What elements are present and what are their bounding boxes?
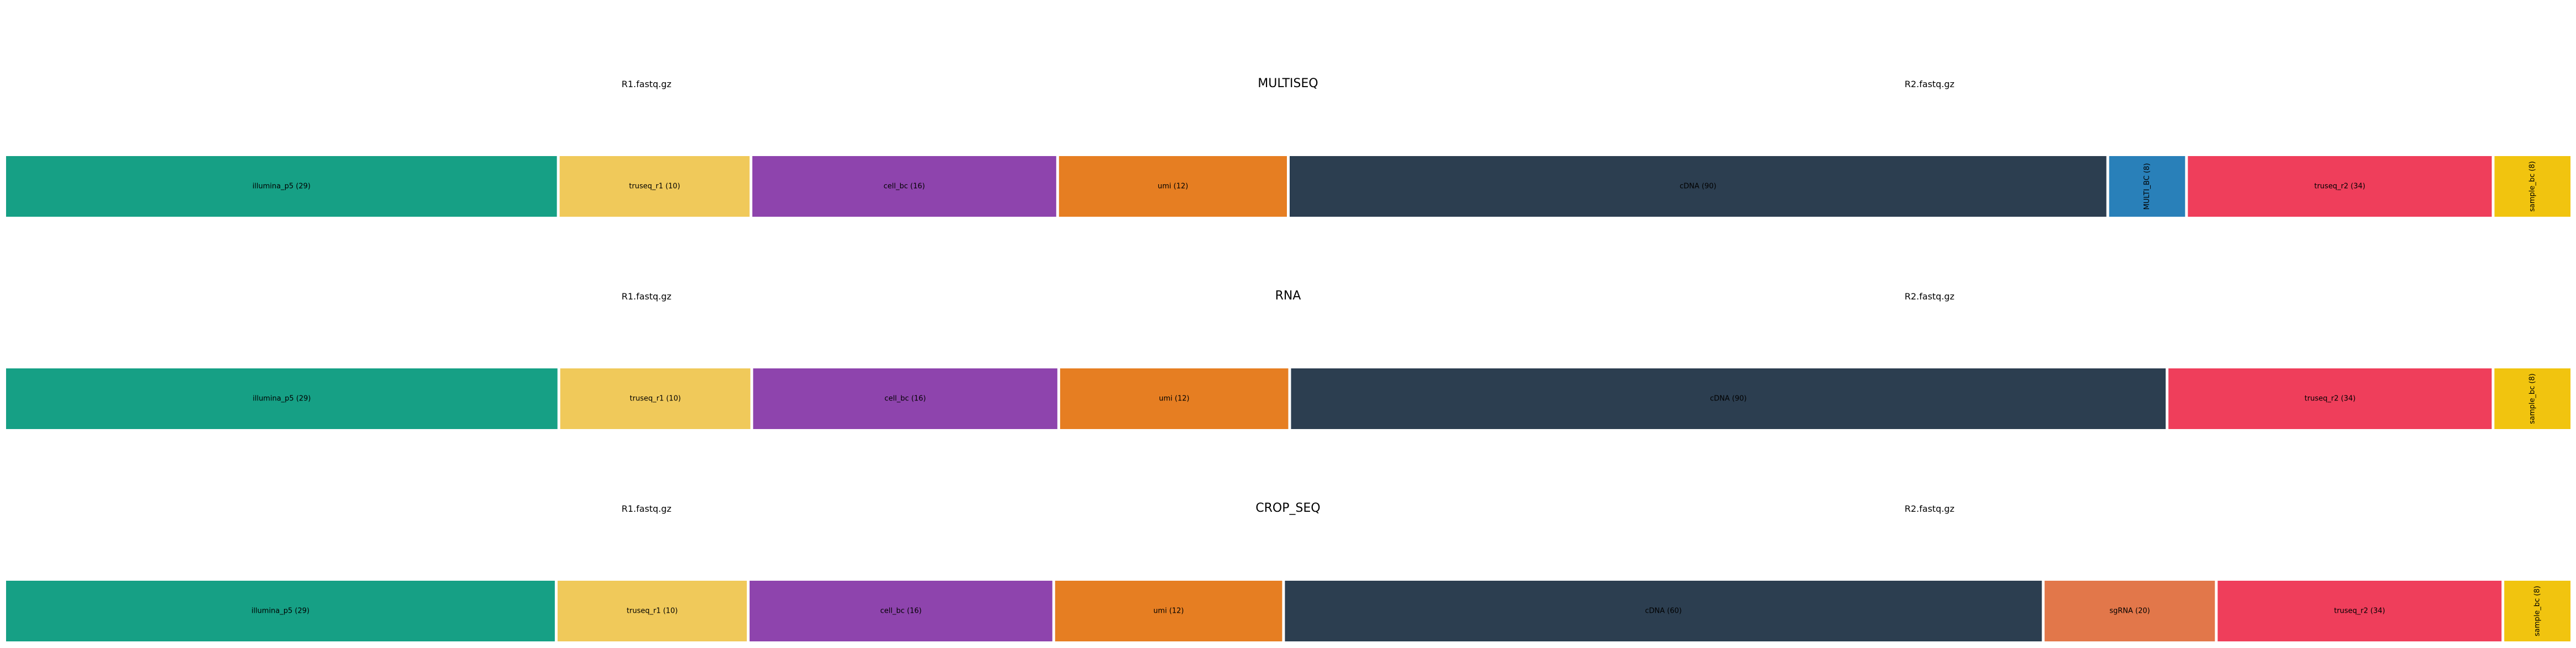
segment-cell-bc bbox=[749, 581, 1052, 641]
segment-label-illumina-p5: illumina_p5 (29) bbox=[253, 395, 311, 403]
read1-label: R1.fastq.gz bbox=[622, 291, 671, 302]
segment-truseq-r2 bbox=[2168, 368, 2492, 429]
segment-illumina-p5 bbox=[6, 156, 557, 217]
panel-rna: RNA R1.fastq.gz R2.fastq.gz illumina_p5 … bbox=[6, 289, 2570, 429]
segment-label-sample-bc: sample_bc (8) bbox=[2533, 586, 2541, 636]
panel-crop-seq: CROP_SEQ R1.fastq.gz R2.fastq.gz illumin… bbox=[6, 501, 2570, 641]
segment-label-umi: umi (12) bbox=[1153, 607, 1184, 615]
segment-label-truseq-r2: truseq_r2 (34) bbox=[2305, 395, 2356, 403]
read2-label: R2.fastq.gz bbox=[1905, 79, 1954, 89]
segment-sample-bc bbox=[2494, 156, 2570, 217]
segment-label-cell-bc: cell_bc (16) bbox=[885, 395, 926, 403]
segment-truseq-r1 bbox=[560, 368, 751, 429]
segment-bar: illumina_p5 (29) truseq_r1 (10) cell_bc (1… bbox=[6, 581, 2570, 641]
read2-label: R2.fastq.gz bbox=[1905, 291, 1954, 302]
segment-umi bbox=[1055, 581, 1282, 641]
segment-label-truseq-r1: truseq_r1 (10) bbox=[630, 395, 681, 403]
segment-label-cdna: cDNA (60) bbox=[1645, 607, 1682, 615]
segment-label-illumina-p5: illumina_p5 (29) bbox=[252, 607, 309, 615]
segment-multi-bc bbox=[2109, 156, 2185, 217]
panel-title: RNA bbox=[1275, 289, 1301, 303]
segment-label-truseq-r2: truseq_r2 (34) bbox=[2314, 183, 2365, 191]
segment-cell-bc bbox=[752, 156, 1056, 217]
segment-bar: illumina_p5 (29) truseq_r1 (10) cell_bc (1… bbox=[6, 368, 2570, 429]
segment-label-umi: umi (12) bbox=[1159, 395, 1189, 403]
segment-label-truseq-r1: truseq_r1 (10) bbox=[629, 183, 680, 191]
segment-umi bbox=[1059, 156, 1287, 217]
segment-label-cdna: cDNA (90) bbox=[1680, 183, 1717, 191]
segment-truseq-r2 bbox=[2217, 581, 2502, 641]
read1-label: R1.fastq.gz bbox=[622, 504, 671, 514]
segment-label-illumina-p5: illumina_p5 (29) bbox=[253, 183, 311, 191]
panel-title: CROP_SEQ bbox=[1255, 501, 1320, 515]
segment-bar: illumina_p5 (29) truseq_r1 (10) cell_bc (1… bbox=[6, 156, 2570, 217]
panel-multiseq: MULTISEQ R1.fastq.gz R2.fastq.gz illumin… bbox=[6, 77, 2570, 217]
segment-sgrna bbox=[2044, 581, 2215, 641]
segment-label-cell-bc: cell_bc (16) bbox=[880, 607, 922, 615]
segment-umi bbox=[1060, 368, 1289, 429]
segment-label-truseq-r2: truseq_r2 (34) bbox=[2334, 607, 2385, 615]
segment-illumina-p5 bbox=[6, 368, 558, 429]
segment-label-cdna: cDNA (90) bbox=[1710, 395, 1747, 403]
read1-label: R1.fastq.gz bbox=[622, 79, 671, 89]
segment-truseq-r1 bbox=[557, 581, 747, 641]
segment-label-sample-bc: sample_bc (8) bbox=[2529, 373, 2537, 424]
segment-truseq-r1 bbox=[559, 156, 750, 217]
segment-truseq-r2 bbox=[2188, 156, 2492, 217]
segment-sample-bc bbox=[2504, 581, 2570, 641]
panel-title: MULTISEQ bbox=[1258, 77, 1318, 90]
segment-cell-bc bbox=[753, 368, 1057, 429]
segment-label-sgrna: sgRNA (20) bbox=[2109, 607, 2150, 615]
segment-label-cell-bc: cell_bc (16) bbox=[884, 183, 925, 191]
segment-cdna bbox=[1285, 581, 2042, 641]
segment-label-sample-bc: sample_bc (8) bbox=[2529, 161, 2537, 212]
segment-sample-bc bbox=[2494, 368, 2570, 429]
segment-label-truseq-r1: truseq_r1 (10) bbox=[627, 607, 678, 615]
segment-label-umi: umi (12) bbox=[1158, 183, 1188, 191]
segment-cdna bbox=[1290, 156, 2107, 217]
read2-label: R2.fastq.gz bbox=[1905, 504, 1954, 514]
segment-illumina-p5 bbox=[6, 581, 555, 641]
segment-cdna bbox=[1291, 368, 2166, 429]
segment-label-multi-bc: MULTI_BC (8) bbox=[2143, 163, 2151, 210]
